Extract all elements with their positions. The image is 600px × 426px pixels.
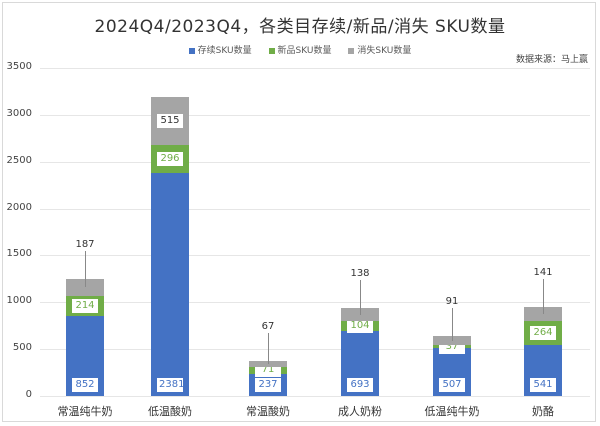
y-tick-label: 0 [25, 389, 32, 400]
data-label: 141 [533, 267, 553, 279]
data-label: 104 [347, 319, 373, 334]
y-tick-label: 1000 [6, 295, 32, 307]
data-label: 296 [157, 151, 183, 166]
gridline [40, 114, 590, 116]
bar-segment [151, 172, 189, 396]
bar-segment [341, 308, 379, 322]
bar-segment [433, 336, 471, 345]
gridline [40, 255, 590, 257]
leader-line [452, 308, 453, 341]
chart-frame [2, 2, 596, 422]
data-label: 237 [255, 378, 281, 392]
y-tick-label: 2000 [6, 201, 32, 213]
legend: 存续SKU数量 新品SKU数量 消失SKU数量 [0, 43, 600, 56]
data-label: 91 [445, 296, 459, 308]
data-label: 507 [439, 378, 465, 392]
legend-item-gone: 消失SKU数量 [348, 46, 411, 56]
gridline [40, 161, 590, 163]
data-label: 2381 [157, 378, 185, 392]
legend-swatch-icon [348, 47, 355, 54]
bar-segment [249, 360, 287, 368]
x-axis-label: 常温纯牛奶 [57, 405, 113, 418]
data-label: 515 [157, 113, 183, 128]
bar-segment [524, 307, 562, 321]
chart-title: 2024Q4/2023Q4，各类目存续/新品/消失 SKU数量 [94, 17, 506, 37]
legend-swatch-icon [188, 47, 195, 54]
gridline [40, 396, 590, 397]
x-axis-label: 常温酸奶 [246, 405, 290, 418]
data-label: 541 [530, 378, 556, 392]
legend-item-new: 新品SKU数量 [268, 46, 331, 56]
x-axis-label: 奶酪 [532, 405, 554, 418]
y-tick-label: 1500 [6, 248, 32, 260]
data-label: 138 [350, 268, 370, 280]
gridline [40, 349, 590, 351]
gridline [40, 208, 590, 210]
gridline [40, 68, 590, 69]
gridline [40, 302, 590, 304]
leader-line [85, 250, 86, 288]
leader-line [268, 332, 269, 364]
leader-line [360, 280, 361, 315]
y-tick-label: 500 [12, 342, 32, 354]
y-tick-label: 3000 [6, 107, 32, 119]
data-label: 264 [530, 325, 556, 340]
data-label: 852 [72, 378, 98, 392]
leader-line [543, 279, 544, 314]
data-label: 187 [75, 238, 95, 250]
data-label: 214 [72, 299, 98, 314]
y-tick-label: 3500 [6, 61, 32, 72]
x-axis-label: 成人奶粉 [338, 405, 382, 418]
data-label: 67 [261, 320, 275, 332]
data-source: 数据来源：马上赢 [515, 55, 588, 65]
legend-swatch-icon [268, 47, 275, 54]
data-label: 693 [347, 378, 373, 392]
legend-item-existing: 存续SKU数量 [188, 46, 252, 56]
x-axis-label: 低温纯牛奶 [424, 405, 480, 418]
bar-segment [66, 278, 104, 297]
y-tick-label: 2500 [6, 154, 32, 166]
x-axis-label: 低温酸奶 [148, 405, 192, 418]
